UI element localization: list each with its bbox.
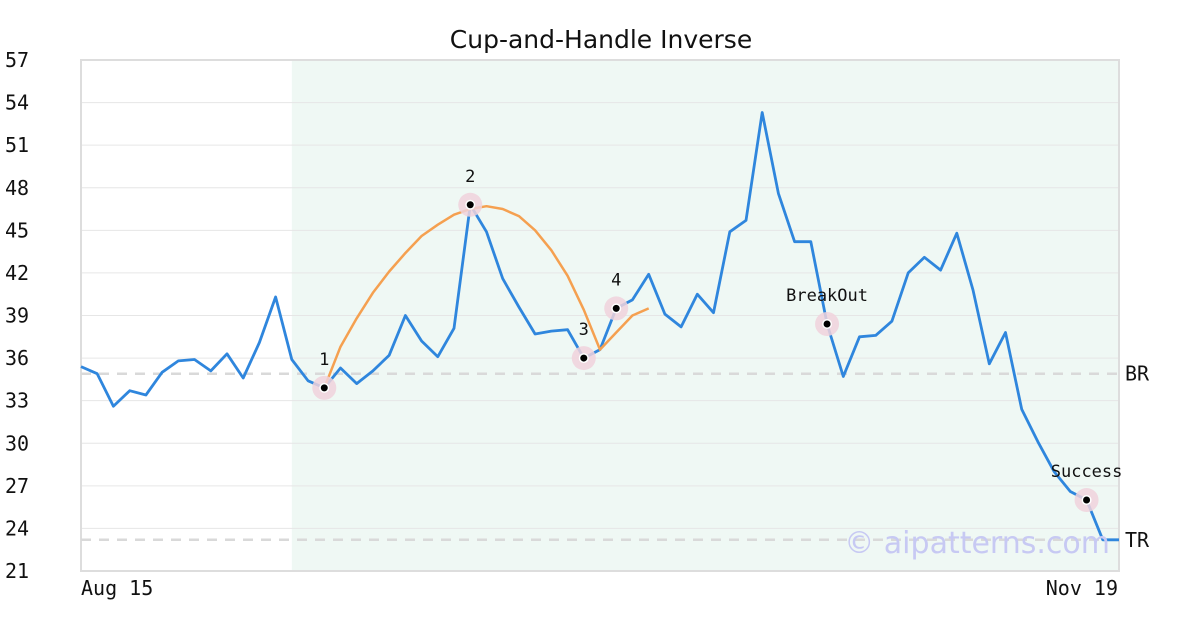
y-tick-label: 45 — [5, 218, 29, 242]
x-tick-label-start: Aug 15 — [81, 576, 153, 600]
point-label-breakout: BreakOut — [786, 286, 868, 306]
y-tick-label: 48 — [5, 176, 29, 200]
y-tick-label: 27 — [5, 474, 29, 498]
y-tick-label: 30 — [5, 431, 29, 455]
y-tick-label: 33 — [5, 389, 29, 413]
x-tick-label-end: Nov 19 — [1046, 576, 1118, 600]
y-tick-label: 57 — [5, 48, 29, 72]
y-tick-label: 54 — [5, 91, 29, 115]
point-marker-1 — [320, 384, 328, 392]
y-tick-label: 51 — [5, 133, 29, 157]
y-tick-label: 42 — [5, 261, 29, 285]
point-marker-4 — [612, 304, 620, 312]
ref-line-label-br: BR — [1125, 362, 1150, 386]
point-marker-2 — [466, 201, 474, 209]
y-tick-label: 24 — [5, 516, 29, 540]
watermark-text: © aipatterns.com — [844, 526, 1110, 561]
plot-area: 21 24 27 30 33 36 39 42 45 48 51 54 57 BR TR 1 2 3 4 BreakO… — [5, 48, 1150, 583]
point-marker-success — [1083, 496, 1091, 504]
y-tick-label: 36 — [5, 346, 29, 370]
point-label-2: 2 — [465, 167, 475, 187]
y-tick-label: 39 — [5, 304, 29, 328]
ref-line-label-tr: TR — [1125, 528, 1150, 552]
plot-border — [80, 59, 1120, 572]
point-label-4: 4 — [611, 270, 621, 290]
cup-fit-curve — [323, 204, 650, 389]
point-label-1: 1 — [319, 350, 329, 370]
point-label-3: 3 — [579, 320, 589, 340]
point-marker-breakout — [823, 320, 831, 328]
point-marker-3 — [580, 354, 588, 362]
chart-title: Cup-and-Handle Inverse — [450, 25, 752, 54]
point-label-success: Success — [1051, 462, 1123, 482]
y-tick-label: 21 — [5, 559, 29, 583]
